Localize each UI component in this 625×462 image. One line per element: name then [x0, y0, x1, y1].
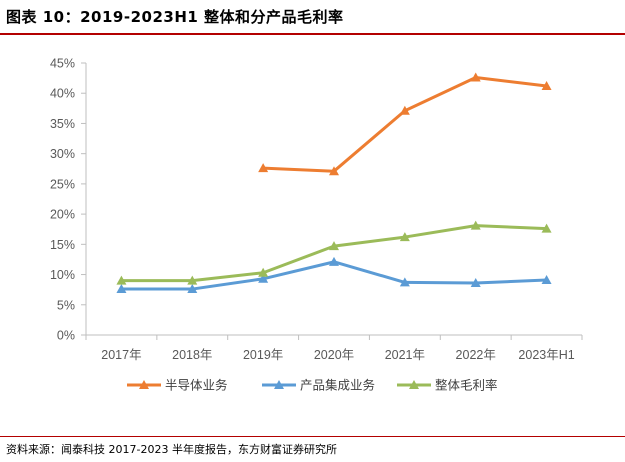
series-layer [116, 72, 552, 294]
data-point [541, 274, 552, 284]
data-point [258, 273, 269, 283]
series-line [263, 76, 547, 173]
x-tick-label: 2023年H1 [518, 348, 574, 362]
data-point [116, 284, 127, 294]
chart-title: 图表 10：2019-2023H1 整体和分产品毛利率 [6, 8, 344, 26]
data-point [399, 232, 410, 242]
legend-marker [409, 380, 419, 389]
data-point [470, 72, 481, 82]
data-point [187, 284, 198, 294]
line-chart: 0%5%10%15%20%25%30%35%40%45% 2017年 2018年 2… [50, 57, 583, 393]
legend-label: 产品集成业务 [300, 378, 375, 393]
y-tick-label: 35% [50, 117, 75, 131]
legend: 半导体业务 产品集成业务 整体毛利率 [127, 378, 498, 393]
legend-item-1: 半导体业务 [127, 378, 228, 393]
legend-item-3: 整体毛利率 [397, 378, 498, 393]
y-tick-label: 20% [50, 208, 75, 222]
series-3 [116, 220, 552, 285]
data-point [541, 223, 552, 233]
y-tick-label: 0% [57, 329, 75, 343]
series-line [121, 224, 547, 283]
data-point [470, 220, 481, 230]
legend-marker [274, 380, 284, 389]
data-point [399, 277, 410, 287]
x-tick-label: 2019年 [243, 348, 283, 362]
x-tick-label: 2020年 [314, 348, 354, 362]
y-tick-label: 15% [50, 238, 75, 252]
x-tick-label: 2021年 [385, 348, 425, 362]
data-point [399, 105, 410, 115]
series-2 [116, 256, 552, 294]
legend-marker [139, 380, 149, 389]
x-tick-label: 2022年 [456, 348, 496, 362]
data-point [329, 241, 339, 251]
y-tick-label: 45% [50, 57, 75, 71]
y-tick-label: 40% [50, 87, 75, 101]
data-point [258, 267, 269, 277]
x-tick-label: 2017年 [101, 348, 141, 362]
data-point [329, 166, 339, 176]
legend-label: 整体毛利率 [435, 378, 498, 393]
data-point [258, 163, 269, 173]
series-1 [258, 72, 552, 176]
series-line [121, 260, 547, 291]
y-tick-label: 30% [50, 147, 75, 161]
data-point [187, 275, 198, 285]
legend-label: 半导体业务 [165, 378, 228, 393]
y-tick-label: 5% [57, 298, 75, 312]
x-tick-label: 2018年 [172, 348, 212, 362]
y-tick-label: 10% [50, 268, 75, 282]
data-point [116, 275, 127, 285]
y-axis: 0% 5% 10% 15% 20% 25% 30% 35% 40% 45% [50, 57, 87, 343]
footer-divider [0, 436, 625, 437]
source-note: 资料来源：闻泰科技 2017-2023 半年度报告，东方财富证券研究所 [6, 443, 337, 456]
data-point [329, 256, 339, 266]
title-divider [0, 33, 625, 35]
data-point [541, 80, 552, 90]
x-axis: 2017年 2018年 2019年 2020年 2021年 2022年 2023年H1 [85, 334, 583, 362]
y-tick-label: 25% [50, 177, 75, 191]
legend-item-2: 产品集成业务 [262, 378, 375, 393]
data-point [470, 278, 481, 288]
